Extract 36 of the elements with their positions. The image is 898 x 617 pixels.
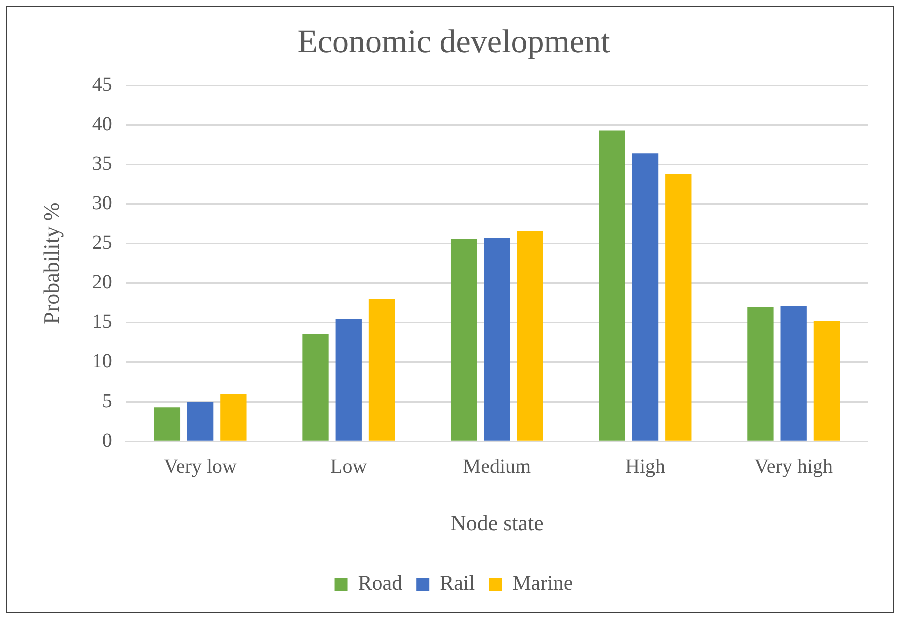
x-tick-label: High xyxy=(626,456,666,478)
x-axis-title: Node state xyxy=(450,510,544,536)
bar xyxy=(814,321,840,441)
bar xyxy=(187,402,214,441)
bar xyxy=(517,231,544,441)
y-axis-title: Probability % xyxy=(38,202,64,324)
y-tick-label: 20 xyxy=(92,272,112,294)
bar xyxy=(450,239,478,441)
y-tick-label: 10 xyxy=(92,350,112,373)
y-tick-label: 30 xyxy=(92,192,112,215)
y-tick-label: 45 xyxy=(92,74,112,96)
x-tick-label: Medium xyxy=(463,456,532,478)
x-tick-label: Low xyxy=(330,456,368,478)
bar xyxy=(154,408,181,441)
y-tick-label: 15 xyxy=(92,311,112,334)
y-tick-label: 40 xyxy=(92,113,112,136)
bar xyxy=(666,174,692,441)
bar xyxy=(484,238,510,441)
bar xyxy=(748,307,774,441)
bar xyxy=(780,306,807,441)
legend-label: Road xyxy=(358,571,404,596)
y-tick-label: 5 xyxy=(102,390,112,412)
bar xyxy=(220,394,247,441)
x-tick-label: Very low xyxy=(164,456,238,478)
legend-label: Rail xyxy=(440,571,476,596)
y-tick-label: 35 xyxy=(92,152,112,175)
bar xyxy=(599,130,626,441)
x-tick-label: Very high xyxy=(754,456,834,478)
bar xyxy=(302,334,329,441)
y-tick-label: 0 xyxy=(102,430,112,452)
bar xyxy=(632,154,659,441)
bar xyxy=(336,318,362,441)
y-tick-label: 25 xyxy=(92,232,112,254)
bar xyxy=(368,299,396,441)
legend-label: Marine xyxy=(512,571,574,596)
chart-title: Economic development xyxy=(298,24,610,60)
